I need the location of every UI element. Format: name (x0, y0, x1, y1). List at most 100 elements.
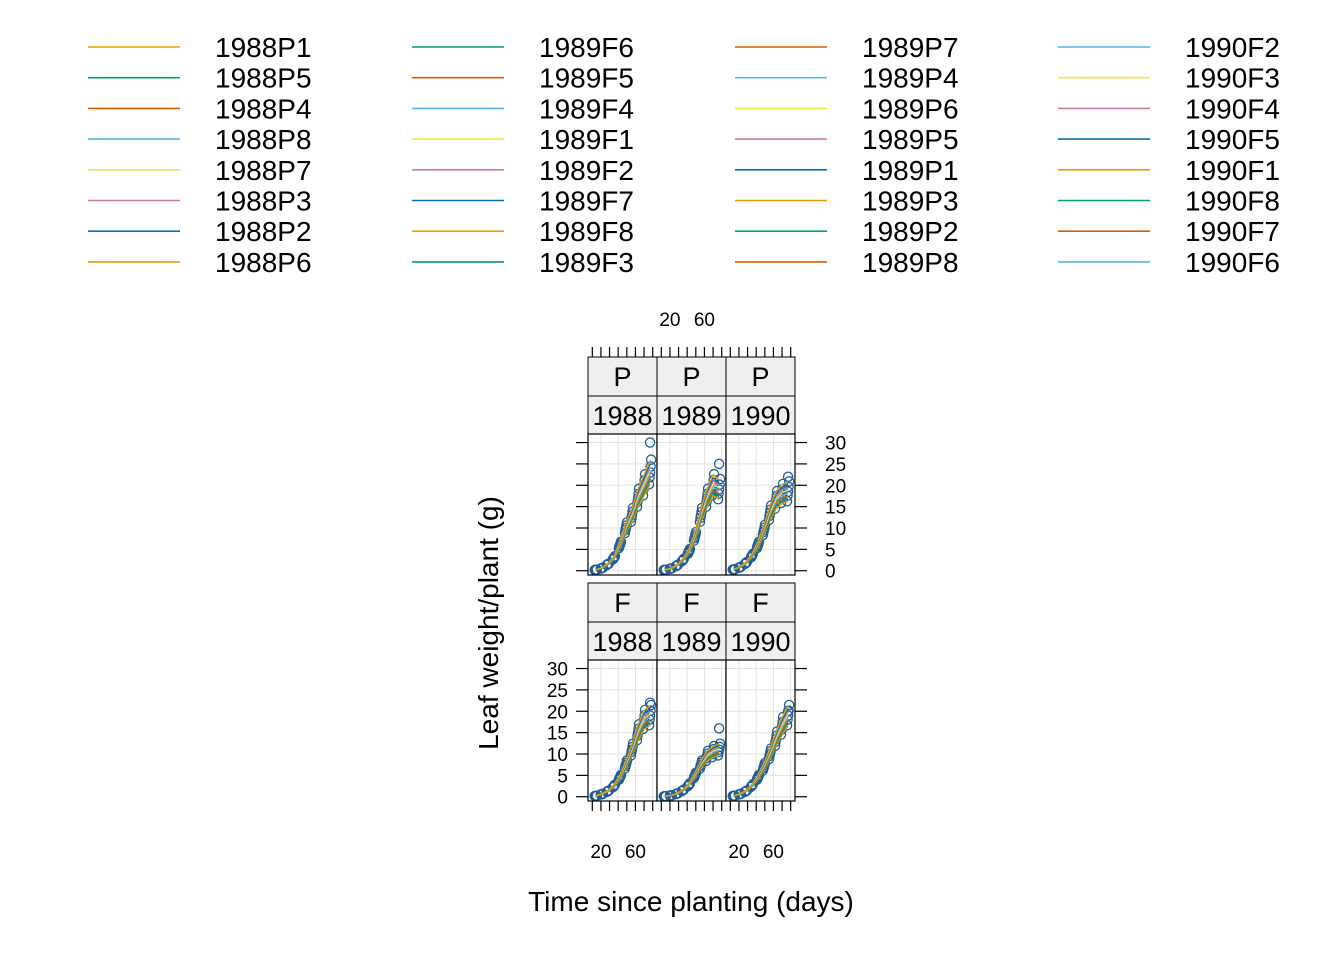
legend-item: 1990F4 (1058, 93, 1280, 124)
legend-label: 1989F3 (539, 247, 634, 278)
legend-item: 1989P2 (735, 216, 959, 247)
legend-item: 1989F8 (412, 216, 634, 247)
strip-label-bottom: 1989 (661, 627, 721, 657)
panel-border (725, 433, 796, 576)
strip-label-bottom: 1988 (592, 627, 652, 657)
series-line (664, 473, 720, 571)
legend-label: 1988P1 (215, 32, 312, 63)
legend-item: 1988P3 (88, 186, 312, 217)
series-line (595, 705, 651, 797)
y-tick-label: 0 (825, 562, 836, 583)
legend-item: 1988P5 (88, 63, 312, 94)
y-tick-label: 25 (825, 455, 846, 476)
legend-item: 1989P6 (735, 93, 959, 124)
panel: P 1990 (725, 356, 796, 576)
data-point (645, 705, 656, 716)
legend-label: 1988P5 (215, 63, 312, 94)
x-tick-label: 60 (694, 310, 715, 331)
strip-label-bottom: 1990 (730, 401, 790, 431)
legend-item: 1989P1 (735, 155, 959, 186)
legend-label: 1990F6 (1185, 247, 1280, 278)
strip-label-top: F (614, 588, 631, 618)
y-tick-label: 15 (825, 498, 846, 519)
legend-label: 1989P1 (862, 155, 959, 186)
x-tick-label: 20 (659, 310, 680, 331)
data-point (645, 454, 657, 465)
panels: P 1988 P 1989 P 1990 F 1988 F 1989 F 1990 (587, 356, 796, 802)
panel: P 1989 (656, 356, 727, 576)
legend-item: 1989P8 (735, 247, 959, 278)
legend-item: 1990F7 (1058, 216, 1280, 247)
legend-item: 1989P7 (735, 32, 959, 63)
strip-label-bottom: 1988 (592, 401, 652, 431)
y-tick-label: 10 (825, 519, 846, 540)
strip-bottom (725, 395, 796, 435)
strip-label-top: P (751, 362, 769, 392)
legend-item: 1990F2 (1058, 32, 1280, 63)
legend-label: 1989P6 (862, 93, 959, 124)
y-axis-title: Leaf weight/plant (g) (473, 496, 504, 750)
legend-label: 1989P2 (862, 216, 959, 247)
series-line (733, 481, 789, 570)
strip-top (725, 356, 796, 397)
strip-label-bottom: 1989 (661, 401, 721, 431)
y-tick-label: 15 (547, 724, 568, 745)
legend-item: 1990F5 (1058, 124, 1280, 155)
data-point (783, 476, 795, 487)
data-point (782, 471, 794, 482)
data-point (713, 723, 725, 734)
legend-label: 1989P8 (862, 247, 959, 278)
legend-item: 1988P4 (88, 93, 312, 124)
x-tick-label: 60 (763, 842, 784, 863)
data-point (713, 458, 725, 470)
data-point (714, 738, 726, 749)
legend-item: 1989P3 (735, 186, 959, 217)
legend-item: 1989F3 (412, 247, 634, 278)
y-tick-label: 25 (547, 681, 568, 702)
series-line (664, 743, 720, 797)
legend-item: 1989F6 (412, 32, 634, 63)
legend: 1988P11988P51988P41988P81988P71988P31988… (88, 32, 1280, 278)
legend-label: 1989F8 (539, 216, 634, 247)
legend-item: 1989F4 (412, 93, 634, 124)
strip-label-top: P (613, 362, 631, 392)
x-tick-label: 20 (590, 842, 611, 863)
panel: F 1990 (725, 582, 796, 802)
legend-label: 1988P2 (215, 216, 312, 247)
strip-label-top: P (682, 362, 700, 392)
panel-border (725, 659, 796, 802)
legend-item: 1989P4 (735, 63, 959, 94)
legend-item: 1990F1 (1058, 155, 1280, 186)
series-line (733, 705, 789, 797)
legend-item: 1989F2 (412, 155, 634, 186)
strip-bottom (587, 395, 658, 435)
y-tick-label: 30 (547, 660, 568, 681)
strip-top (656, 582, 727, 623)
legend-label: 1989F1 (539, 124, 634, 155)
y-tick-label: 0 (557, 788, 568, 809)
data-point (777, 478, 789, 490)
panel: F 1988 (587, 582, 658, 802)
legend-item: 1989F1 (412, 124, 634, 155)
legend-item: 1988P1 (88, 32, 312, 63)
legend-item: 1988P7 (88, 155, 312, 186)
strip-bottom (725, 621, 796, 661)
legend-item: 1989F5 (412, 63, 634, 94)
data-point (783, 699, 795, 711)
legend-label: 1989P4 (862, 63, 959, 94)
strip-label-top: F (752, 588, 769, 618)
x-axis-title: Time since planting (days) (528, 886, 854, 917)
legend-label: 1989F5 (539, 63, 634, 94)
y-tick-label: 10 (547, 745, 568, 766)
legend-label: 1990F5 (1185, 124, 1280, 155)
legend-item: 1990F8 (1058, 186, 1280, 217)
legend-label: 1989P7 (862, 32, 959, 63)
legend-label: 1990F2 (1185, 32, 1280, 63)
legend-label: 1990F7 (1185, 216, 1280, 247)
legend-label: 1988P3 (215, 186, 312, 217)
x-tick-label: 20 (728, 842, 749, 863)
legend-label: 1988P7 (215, 155, 312, 186)
legend-item: 1988P8 (88, 124, 312, 155)
legend-label: 1990F1 (1185, 155, 1280, 186)
